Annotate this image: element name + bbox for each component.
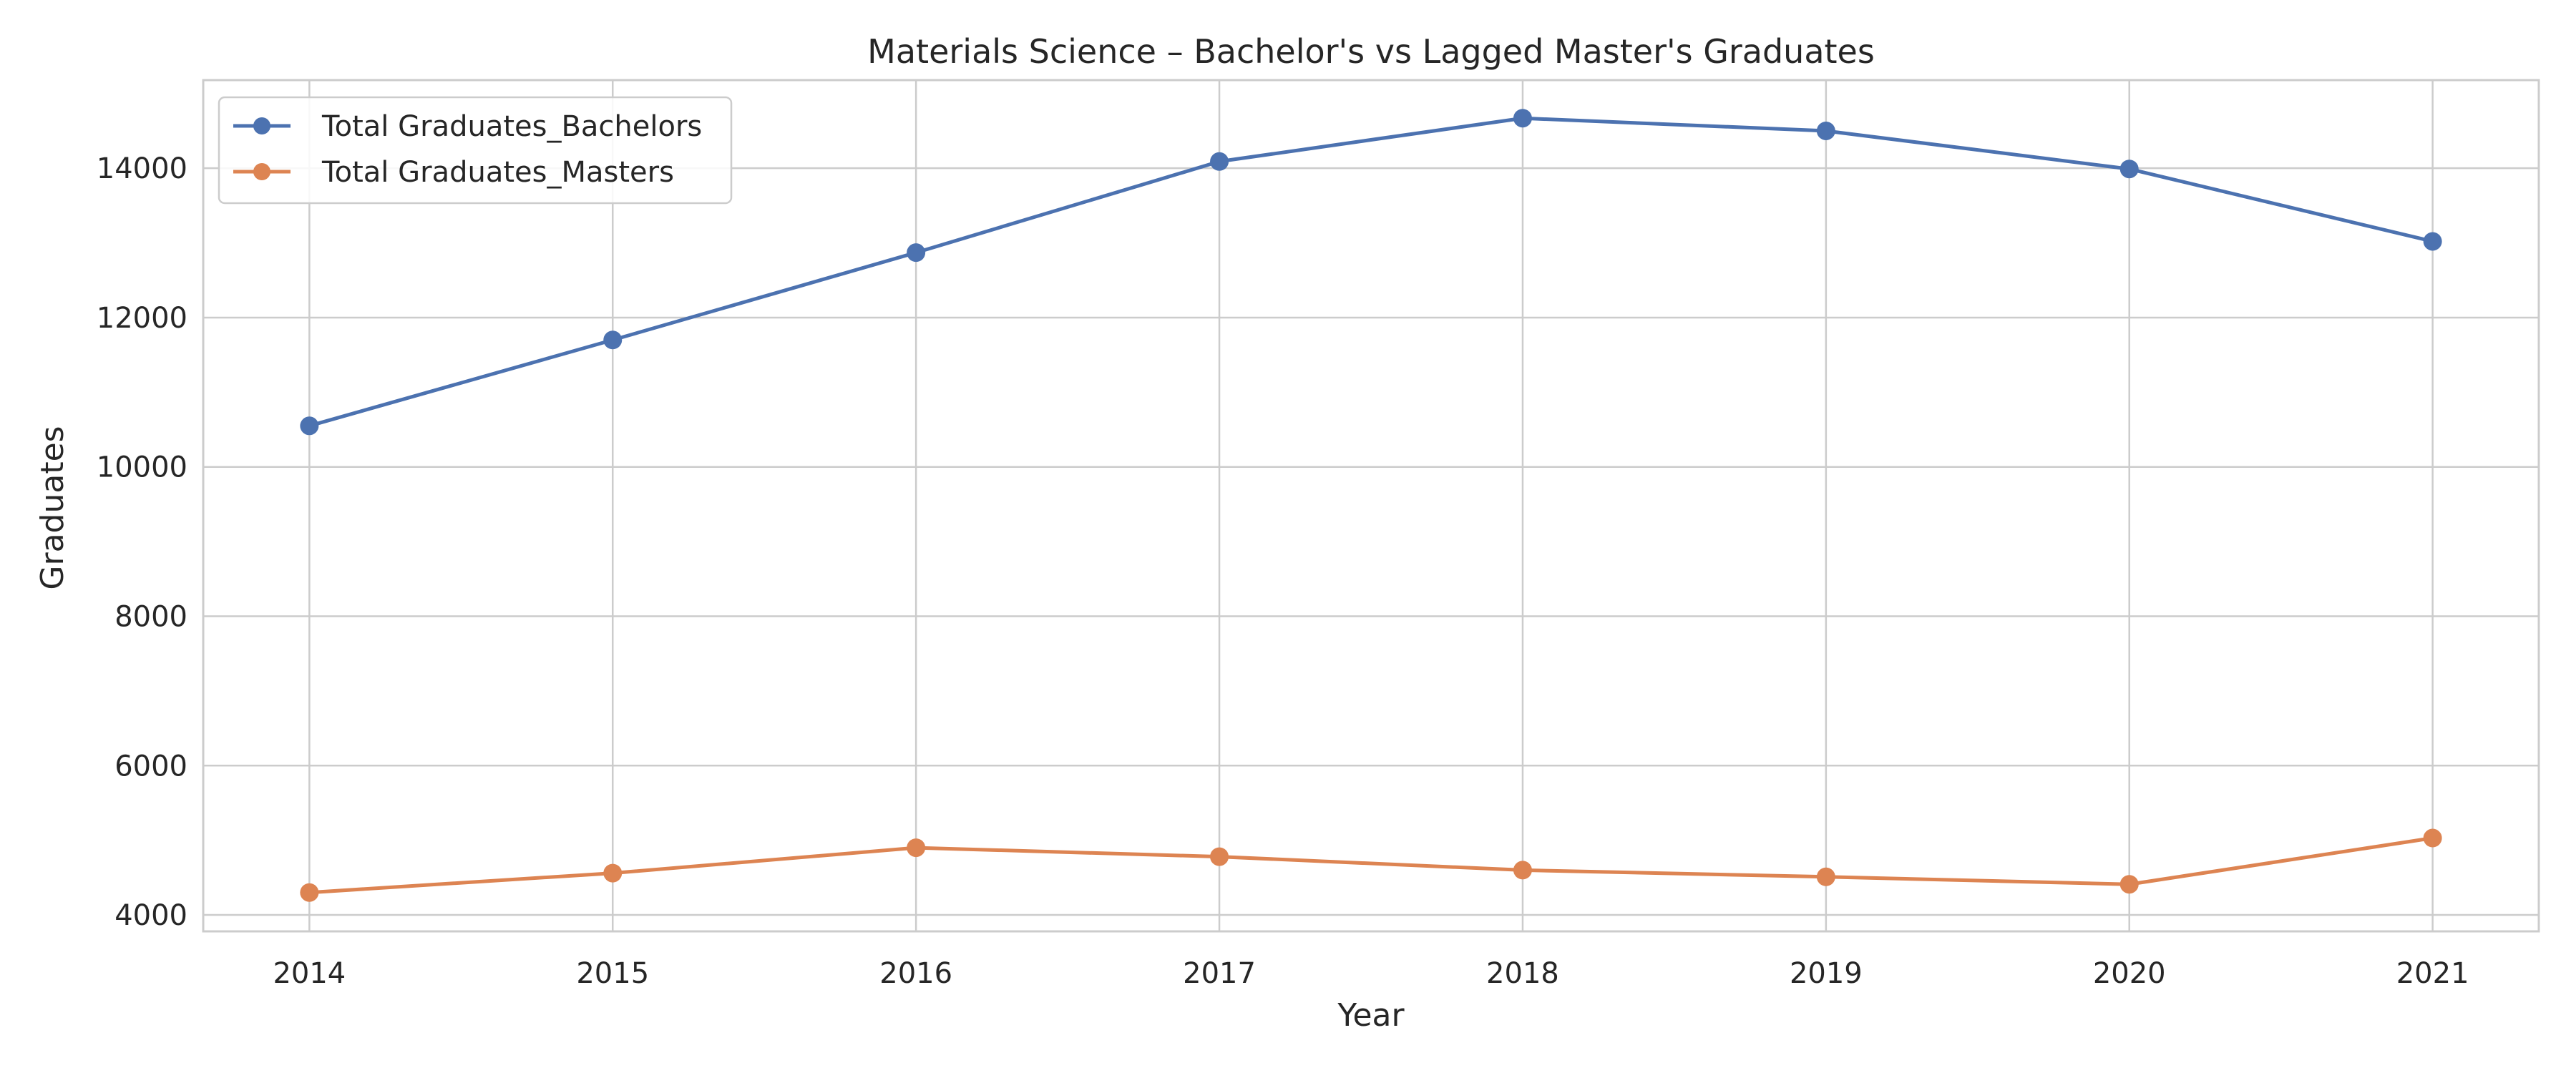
series-line — [307, 836, 2435, 895]
y-tick-label: 8000 — [114, 600, 187, 633]
y-tick-label: 12000 — [97, 302, 187, 335]
y-tick-label: 10000 — [97, 451, 187, 484]
y-tick-label: 14000 — [97, 152, 187, 185]
y-tick-labels: 4000 6000 8000 10000 12000 14000 — [97, 152, 187, 932]
data-point — [2119, 875, 2139, 894]
legend-label-bachelors: Total Graduates_Bachelors — [321, 110, 702, 143]
y-tick-label: 4000 — [114, 899, 187, 932]
series-1 — [300, 828, 2442, 902]
legend-marker-bachelors — [253, 117, 270, 134]
x-tick-label: 2015 — [576, 957, 649, 990]
x-tick-label: 2021 — [2396, 957, 2469, 990]
data-point — [300, 883, 319, 902]
data-point — [1816, 121, 1835, 140]
grid — [203, 80, 2539, 931]
x-tick-labels: 2014 2015 2016 2017 2018 2019 2020 2021 — [273, 957, 2469, 990]
data-point — [1513, 109, 1532, 128]
series-0 — [300, 109, 2442, 436]
y-axis-label: Graduates — [34, 426, 71, 589]
data-point — [1210, 847, 1229, 866]
data-point — [2119, 160, 2139, 179]
x-tick-label: 2020 — [2093, 957, 2166, 990]
data-point — [2423, 232, 2442, 251]
data-point — [603, 330, 623, 350]
series-line — [307, 116, 2435, 428]
y-tick-label: 6000 — [114, 750, 187, 783]
x-tick-label: 2017 — [1183, 957, 1256, 990]
x-tick-label: 2019 — [1790, 957, 1863, 990]
data-point — [907, 243, 926, 263]
series-group — [300, 109, 2442, 902]
data-point — [1513, 861, 1532, 880]
x-tick-label: 2018 — [1486, 957, 1559, 990]
legend-label-masters: Total Graduates_Masters — [321, 156, 674, 189]
data-point — [907, 838, 926, 858]
x-tick-label: 2014 — [273, 957, 346, 990]
x-tick-label: 2016 — [879, 957, 952, 990]
data-point — [1816, 867, 1835, 886]
chart-title: Materials Science – Bachelor's vs Lagged… — [867, 32, 1875, 71]
data-point — [300, 416, 319, 436]
data-point — [2423, 828, 2442, 848]
data-point — [603, 863, 623, 883]
data-point — [1210, 152, 1229, 171]
legend: Total Graduates_Bachelors Total Graduate… — [218, 96, 733, 205]
x-axis-label: Year — [1337, 997, 1405, 1034]
legend-marker-masters — [253, 163, 270, 180]
legend-box — [218, 96, 733, 205]
axes-frame — [202, 79, 2540, 933]
